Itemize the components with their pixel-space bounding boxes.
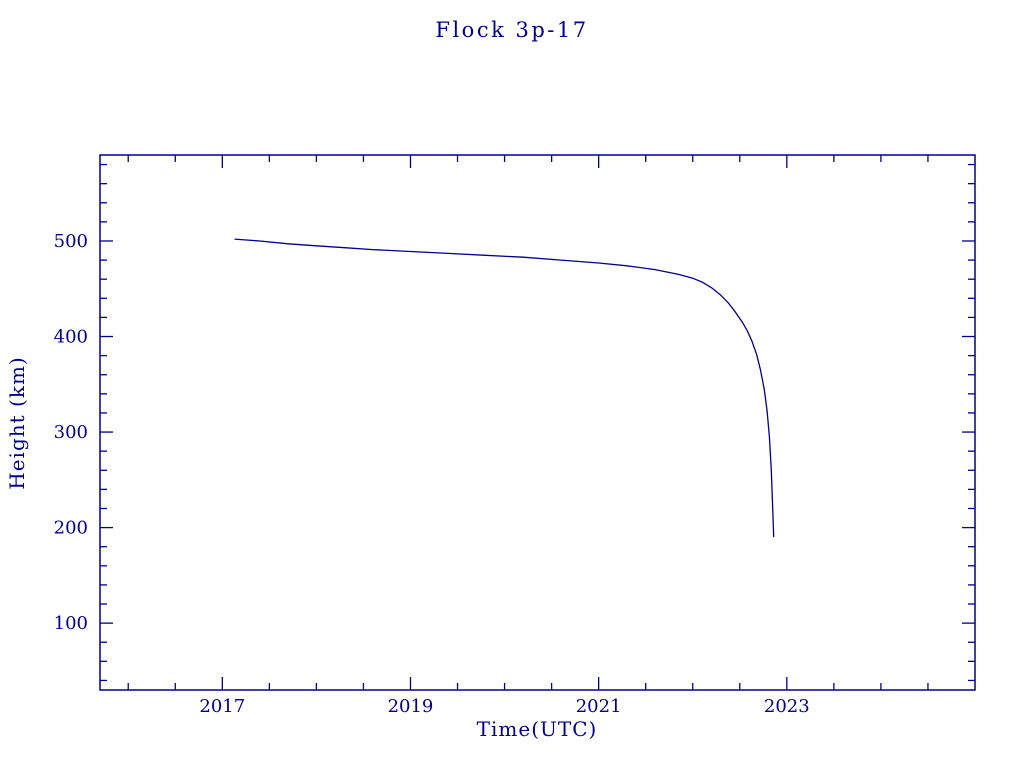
- y-tick-label: 400: [54, 327, 88, 348]
- x-tick-label: 2023: [764, 696, 810, 717]
- plot-frame: [99, 154, 976, 691]
- y-tick-label: 200: [54, 518, 88, 539]
- y-tick-label: 500: [54, 231, 88, 252]
- x-tick-label: 2019: [388, 696, 434, 717]
- x-tick-label: 2021: [576, 696, 622, 717]
- x-axis-label: Time(UTC): [476, 717, 598, 741]
- y-tick-label: 300: [54, 422, 88, 443]
- y-tick-label: 100: [54, 613, 88, 634]
- x-tick-label: 2017: [199, 696, 245, 717]
- chart-title: Flock 3p-17: [435, 18, 589, 42]
- data-line: [234, 238, 775, 538]
